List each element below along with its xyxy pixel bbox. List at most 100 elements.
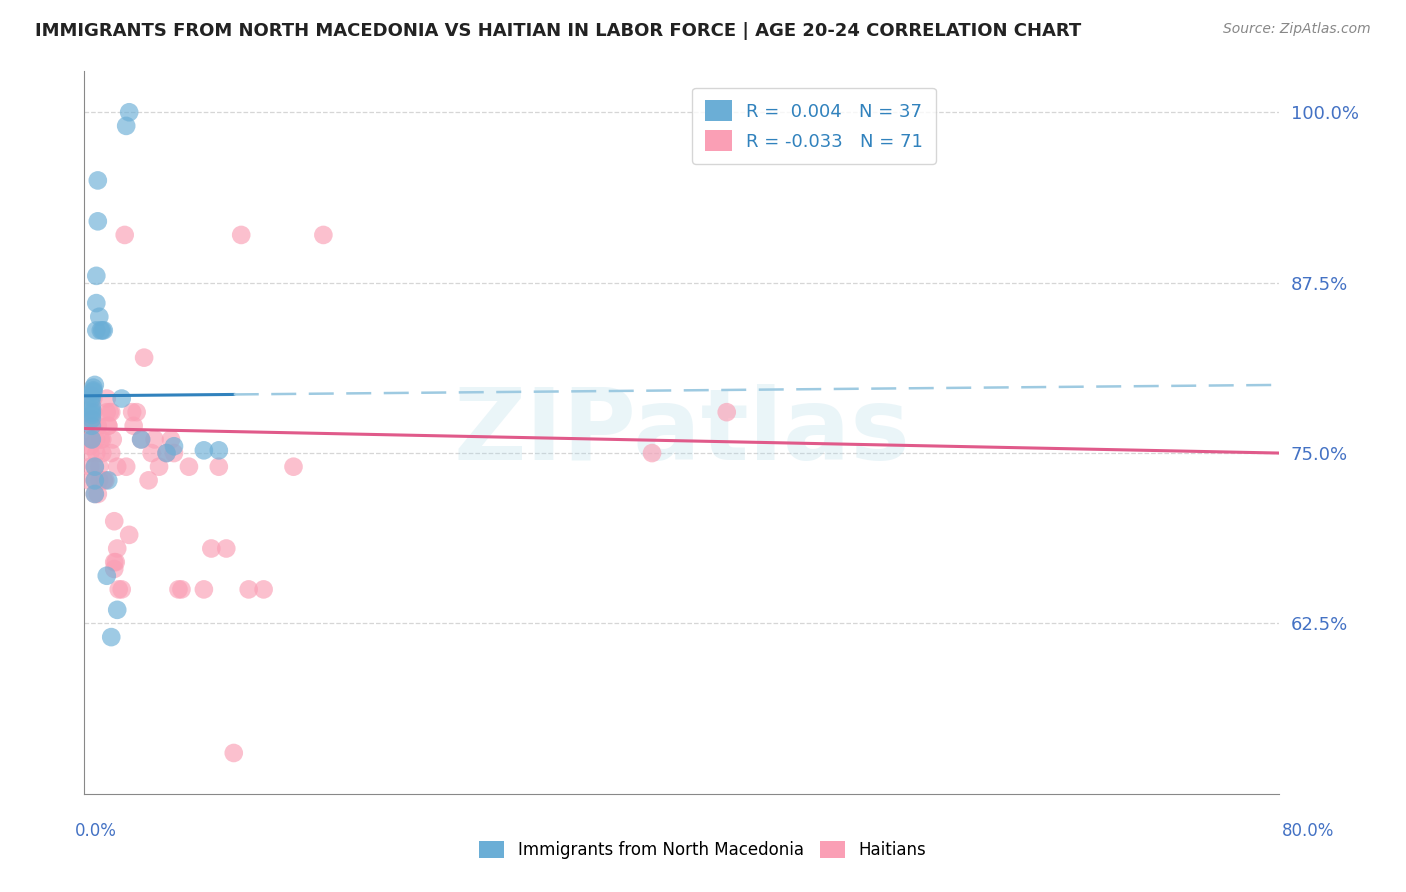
Point xyxy=(79,446,101,460)
Point xyxy=(155,446,177,460)
Point xyxy=(83,459,105,474)
Text: Source: ZipAtlas.com: Source: ZipAtlas.com xyxy=(1223,22,1371,37)
Point xyxy=(100,446,122,460)
Point xyxy=(80,402,103,417)
Point xyxy=(96,405,118,419)
Point xyxy=(80,418,103,433)
Point xyxy=(312,227,335,242)
Point xyxy=(83,487,105,501)
Point xyxy=(138,473,160,487)
Point xyxy=(80,392,103,406)
Point xyxy=(83,459,105,474)
Point xyxy=(215,541,238,556)
Point xyxy=(91,446,114,460)
Point xyxy=(91,433,114,447)
Text: 0.0%: 0.0% xyxy=(75,822,117,840)
Point xyxy=(80,398,103,412)
Point xyxy=(104,555,127,569)
Point xyxy=(208,443,231,458)
Point xyxy=(122,418,145,433)
Point xyxy=(155,446,177,460)
Point xyxy=(97,473,120,487)
Point xyxy=(79,439,101,453)
Point xyxy=(115,459,138,474)
Point xyxy=(83,378,105,392)
Point xyxy=(167,582,190,597)
Point xyxy=(93,473,115,487)
Point xyxy=(105,541,128,556)
Point xyxy=(80,408,103,422)
Point xyxy=(177,459,200,474)
Point xyxy=(89,459,111,474)
Point xyxy=(125,405,148,419)
Point xyxy=(80,412,103,426)
Point xyxy=(143,433,166,447)
Point xyxy=(163,439,186,453)
Point xyxy=(80,433,103,447)
Point xyxy=(118,105,141,120)
Point xyxy=(100,405,122,419)
Point xyxy=(103,562,125,576)
Point xyxy=(80,418,103,433)
Point xyxy=(89,473,111,487)
Point xyxy=(90,323,112,337)
Point xyxy=(121,405,143,419)
Point xyxy=(80,433,103,447)
Point xyxy=(80,389,103,403)
Point xyxy=(87,214,110,228)
Point xyxy=(97,418,120,433)
Point xyxy=(98,405,121,419)
Point xyxy=(83,473,105,487)
Point xyxy=(132,351,156,365)
Point xyxy=(96,568,118,582)
Point xyxy=(90,433,112,447)
Point xyxy=(82,384,104,399)
Point xyxy=(86,433,108,447)
Point xyxy=(253,582,276,597)
Point xyxy=(148,459,170,474)
Point xyxy=(103,555,125,569)
Point xyxy=(79,433,101,447)
Point xyxy=(89,310,111,324)
Point xyxy=(87,418,110,433)
Point xyxy=(141,446,163,460)
Text: 80.0%: 80.0% xyxy=(1281,822,1334,840)
Point xyxy=(238,582,260,597)
Point xyxy=(103,514,125,528)
Point xyxy=(193,443,215,458)
Point xyxy=(86,323,108,337)
Legend: R =  0.004   N = 37, R = -0.033   N = 71: R = 0.004 N = 37, R = -0.033 N = 71 xyxy=(692,87,936,163)
Point xyxy=(87,173,110,187)
Point xyxy=(94,473,117,487)
Point xyxy=(93,323,115,337)
Point xyxy=(87,487,110,501)
Point xyxy=(163,446,186,460)
Legend: Immigrants from North Macedonia, Haitians: Immigrants from North Macedonia, Haitian… xyxy=(472,834,934,866)
Point xyxy=(118,528,141,542)
Point xyxy=(222,746,245,760)
Point xyxy=(105,603,128,617)
Point xyxy=(82,405,104,419)
Point xyxy=(208,459,231,474)
Point xyxy=(86,268,108,283)
Point xyxy=(160,433,183,447)
Point xyxy=(79,459,101,474)
Point xyxy=(101,433,124,447)
Point xyxy=(283,459,305,474)
Point xyxy=(97,418,120,433)
Point xyxy=(107,582,129,597)
Point xyxy=(105,459,128,474)
Point xyxy=(231,227,253,242)
Point xyxy=(115,119,138,133)
Point xyxy=(100,630,122,644)
Text: IMMIGRANTS FROM NORTH MACEDONIA VS HAITIAN IN LABOR FORCE | AGE 20-24 CORRELATIO: IMMIGRANTS FROM NORTH MACEDONIA VS HAITI… xyxy=(35,22,1081,40)
Point xyxy=(83,473,105,487)
Point xyxy=(129,433,152,447)
Point xyxy=(80,405,103,419)
Point xyxy=(86,296,108,310)
Point xyxy=(200,541,222,556)
Point xyxy=(111,582,134,597)
Point xyxy=(91,323,114,337)
Point xyxy=(129,433,152,447)
Point xyxy=(77,473,100,487)
